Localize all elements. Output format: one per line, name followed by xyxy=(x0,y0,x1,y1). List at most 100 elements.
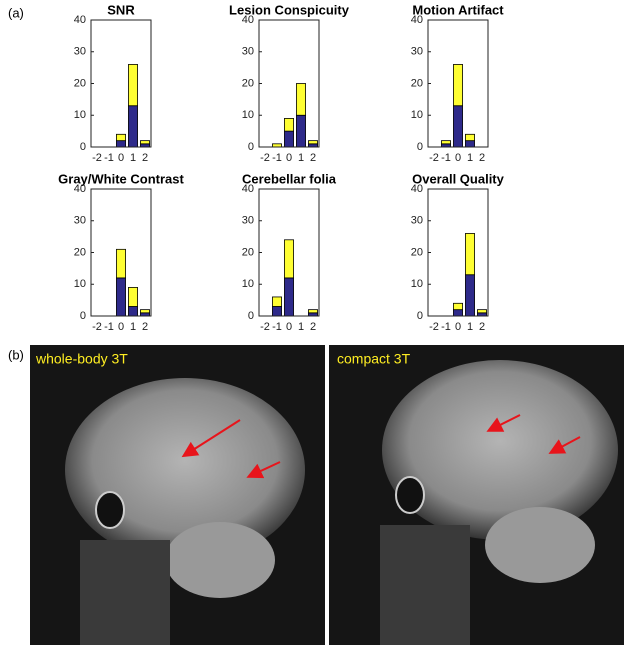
x-tick-label: 1 xyxy=(298,152,304,164)
bar-segment xyxy=(453,302,463,311)
bar-segment xyxy=(465,133,475,142)
bar-segment xyxy=(441,140,451,145)
y-tick-label: 10 xyxy=(242,109,254,121)
chart-title: Motion Artifact xyxy=(412,2,504,17)
x-tick-label: 2 xyxy=(142,321,148,333)
bar-segment xyxy=(128,306,138,317)
y-tick-label: 10 xyxy=(411,278,423,290)
x-tick-label: 1 xyxy=(130,321,136,333)
bar-segment xyxy=(284,130,294,148)
mri-right xyxy=(329,345,624,645)
x-tick-label: 1 xyxy=(298,321,304,333)
y-tick-label: 0 xyxy=(80,310,86,322)
y-tick-label: 0 xyxy=(248,310,254,322)
x-tick-label: -1 xyxy=(272,321,282,333)
x-tick-label: 0 xyxy=(286,321,292,333)
y-tick-label: 40 xyxy=(411,183,423,195)
chart-title: SNR xyxy=(107,2,135,17)
axes-box xyxy=(427,188,489,317)
chart-title: Lesion Conspicuity xyxy=(229,2,350,17)
bar-segment xyxy=(284,239,294,279)
x-tick-label: 0 xyxy=(286,152,292,164)
y-tick-label: 10 xyxy=(74,109,86,121)
y-tick-label: 10 xyxy=(242,278,254,290)
y-tick-label: 10 xyxy=(411,109,423,121)
x-tick-label: -1 xyxy=(104,152,114,164)
x-tick-label: 0 xyxy=(455,321,461,333)
chart-title: Gray/White Contrast xyxy=(58,171,184,186)
x-tick-label: 0 xyxy=(455,152,461,164)
y-tick-label: 10 xyxy=(74,278,86,290)
y-tick-label: 40 xyxy=(242,14,254,26)
y-tick-label: 20 xyxy=(74,246,86,258)
y-tick-label: 20 xyxy=(242,77,254,89)
axes-box xyxy=(258,19,320,148)
x-tick-label: 2 xyxy=(310,321,316,333)
y-tick-label: 20 xyxy=(242,246,254,258)
y-tick-label: 0 xyxy=(417,141,423,153)
x-tick-label: -1 xyxy=(104,321,114,333)
bar-segment xyxy=(116,140,126,148)
mri-left xyxy=(30,345,325,645)
bar-segment xyxy=(140,309,150,314)
x-tick-label: 1 xyxy=(130,152,136,164)
chart-title: Cerebellar folia xyxy=(242,171,337,186)
x-tick-label: -2 xyxy=(92,321,102,333)
y-tick-label: 40 xyxy=(242,183,254,195)
panel-label: (b) xyxy=(8,347,24,362)
y-tick-label: 40 xyxy=(74,183,86,195)
bar-segment xyxy=(116,248,126,279)
x-tick-label: -2 xyxy=(92,152,102,164)
bar-segment xyxy=(465,274,475,317)
bar-segment xyxy=(308,140,318,145)
x-tick-label: 0 xyxy=(118,321,124,333)
bar-segment xyxy=(128,287,138,307)
bar-segment xyxy=(296,114,306,148)
y-tick-label: 0 xyxy=(80,141,86,153)
bar-segment xyxy=(308,309,318,314)
x-tick-label: -2 xyxy=(260,152,270,164)
y-tick-label: 30 xyxy=(242,46,254,58)
bar-segment xyxy=(128,64,138,107)
bar-segment xyxy=(116,133,126,142)
bar-segment xyxy=(272,306,282,317)
bar-segment xyxy=(453,64,463,107)
chart-title: Overall Quality xyxy=(412,171,505,186)
x-tick-label: 1 xyxy=(467,321,473,333)
x-tick-label: 0 xyxy=(118,152,124,164)
y-tick-label: 30 xyxy=(411,215,423,227)
x-tick-label: -1 xyxy=(272,152,282,164)
bar-segment xyxy=(477,309,487,314)
y-tick-label: 40 xyxy=(74,14,86,26)
x-tick-label: 2 xyxy=(142,152,148,164)
x-tick-label: -2 xyxy=(260,321,270,333)
bar-segment xyxy=(284,277,294,317)
bar-segment xyxy=(272,296,282,307)
axes-box xyxy=(90,188,152,317)
axes-box xyxy=(90,19,152,148)
x-tick-label: -2 xyxy=(429,152,439,164)
bar-segment xyxy=(465,233,475,276)
image-label: compact 3T xyxy=(337,351,411,367)
y-tick-label: 20 xyxy=(411,77,423,89)
x-tick-label: 2 xyxy=(479,152,485,164)
bar-segment xyxy=(284,118,294,132)
x-tick-label: 2 xyxy=(479,321,485,333)
bar-segment xyxy=(140,140,150,145)
y-tick-label: 40 xyxy=(411,14,423,26)
bar-segment xyxy=(128,105,138,148)
y-tick-label: 0 xyxy=(248,141,254,153)
bar-segment xyxy=(453,105,463,148)
x-tick-label: 2 xyxy=(310,152,316,164)
y-tick-label: 30 xyxy=(74,46,86,58)
y-tick-label: 30 xyxy=(74,215,86,227)
bar-segment xyxy=(296,83,306,116)
x-tick-label: 1 xyxy=(467,152,473,164)
panel-label: (a) xyxy=(8,5,24,20)
bar-segment xyxy=(116,277,126,317)
image-label: whole-body 3T xyxy=(35,351,128,367)
axes-box xyxy=(258,188,320,317)
y-tick-label: 20 xyxy=(411,246,423,258)
y-tick-label: 0 xyxy=(417,310,423,322)
